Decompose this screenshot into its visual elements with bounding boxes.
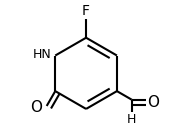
Text: O: O	[148, 95, 160, 110]
Text: O: O	[30, 100, 42, 115]
Text: H: H	[127, 113, 136, 126]
Text: HN: HN	[33, 48, 52, 61]
Text: F: F	[82, 4, 90, 18]
